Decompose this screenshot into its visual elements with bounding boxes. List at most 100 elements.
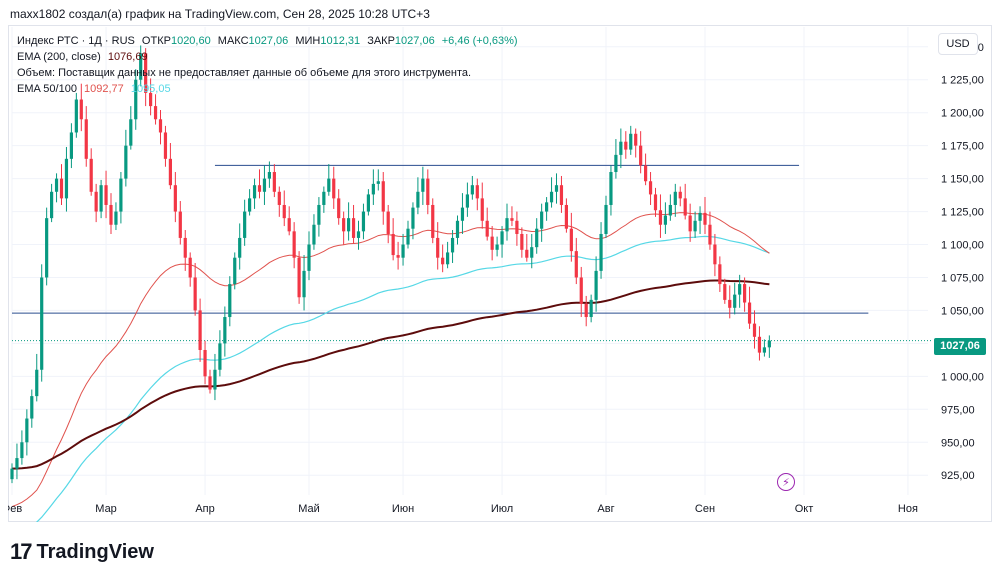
candle: [747, 286, 752, 329]
chart-frame: [8, 25, 992, 522]
candle: [119, 172, 123, 224]
candle-body: [193, 277, 197, 311]
candle-body: [386, 211, 390, 234]
candle: [381, 172, 385, 225]
candle: [173, 172, 177, 223]
candle: [718, 256, 722, 292]
candle: [15, 443, 19, 480]
candle-body: [475, 185, 479, 199]
candle-body: [218, 343, 222, 370]
candle: [634, 128, 638, 158]
candle: [213, 353, 217, 401]
candle: [624, 131, 628, 159]
candle-body: [431, 204, 435, 238]
candle: [327, 164, 331, 196]
candle: [569, 212, 573, 262]
candle-body: [297, 257, 301, 298]
candle-body: [678, 191, 682, 199]
candle: [658, 194, 663, 238]
candle: [89, 148, 93, 196]
candle: [168, 143, 172, 190]
candle-body: [228, 284, 232, 318]
currency-button[interactable]: USD: [938, 33, 978, 55]
candle-body: [322, 191, 326, 205]
candle: [25, 409, 29, 456]
lightning-icon[interactable]: ⚡: [777, 473, 795, 491]
ema200-label: EMA (200, close): [17, 51, 101, 63]
candle: [609, 165, 613, 216]
candle-body: [658, 210, 663, 225]
candle-body: [208, 376, 212, 390]
candle-body: [673, 191, 677, 205]
x-tick-label: Мар: [95, 503, 117, 515]
candle-body: [554, 185, 559, 192]
candle: [500, 226, 504, 258]
candle: [579, 266, 583, 318]
candle: [723, 278, 727, 304]
candle-body: [94, 191, 98, 212]
candle-body: [40, 277, 44, 370]
candle-body: [302, 270, 306, 298]
candle: [648, 172, 653, 205]
candle-body: [411, 207, 415, 229]
candle: [272, 164, 276, 198]
candle: [178, 201, 182, 245]
candle-body: [490, 236, 494, 250]
candle: [431, 198, 435, 244]
candle-body: [109, 204, 113, 225]
candle: [455, 215, 460, 245]
candle-body: [450, 237, 455, 253]
candle: [233, 252, 237, 290]
candle: [40, 264, 44, 382]
candle-body: [653, 194, 658, 211]
candle: [708, 211, 712, 250]
candle: [386, 204, 390, 244]
candle-body: [604, 204, 608, 234]
candle-body: [25, 418, 29, 443]
candle-body: [64, 158, 69, 199]
x-tick-label: Окт: [795, 503, 814, 515]
candle-body: [436, 237, 440, 258]
candle-body: [406, 228, 410, 245]
candle: [599, 222, 603, 279]
ema-pair-row[interactable]: EMA 50/100 1092,77 1095,05: [17, 81, 518, 97]
candle-body: [114, 211, 118, 225]
candle: [589, 294, 593, 323]
candle: [332, 166, 336, 209]
close-label: ЗАКР: [367, 35, 395, 47]
y-tick-label: 1 200,00: [941, 108, 984, 120]
candle: [678, 186, 682, 207]
candle-body: [30, 396, 34, 419]
candle: [109, 193, 113, 234]
candle: [421, 166, 425, 205]
candle: [559, 175, 564, 213]
candle: [653, 187, 658, 217]
ema200-value: 1076,69: [107, 51, 148, 63]
candle-body: [718, 264, 722, 285]
candle: [668, 194, 672, 221]
candle: [644, 153, 648, 186]
candle-body: [520, 233, 524, 250]
candle-body: [119, 178, 123, 212]
brand[interactable]: 17 TradingView: [10, 539, 154, 565]
candle: [203, 340, 207, 385]
candle: [545, 197, 549, 221]
ema50-line: [11, 212, 770, 508]
candle-body: [752, 323, 757, 337]
ema200-row[interactable]: EMA (200, close) 1076,69: [17, 49, 518, 65]
candle-body: [292, 231, 296, 258]
candle: [158, 110, 163, 145]
candle-body: [381, 181, 385, 212]
candle: [564, 198, 568, 233]
candle-body: [356, 231, 361, 238]
candle-body: [59, 178, 64, 199]
symbol-label[interactable]: Индекс РТС · 1Д · RUS: [17, 35, 135, 47]
x-tick-label: Май: [298, 503, 320, 515]
candle-body: [99, 185, 103, 212]
open-value: 1020,60: [170, 35, 211, 47]
candle-body: [124, 145, 128, 179]
candle-body: [574, 251, 578, 278]
candle: [69, 123, 73, 169]
candle: [248, 189, 252, 216]
